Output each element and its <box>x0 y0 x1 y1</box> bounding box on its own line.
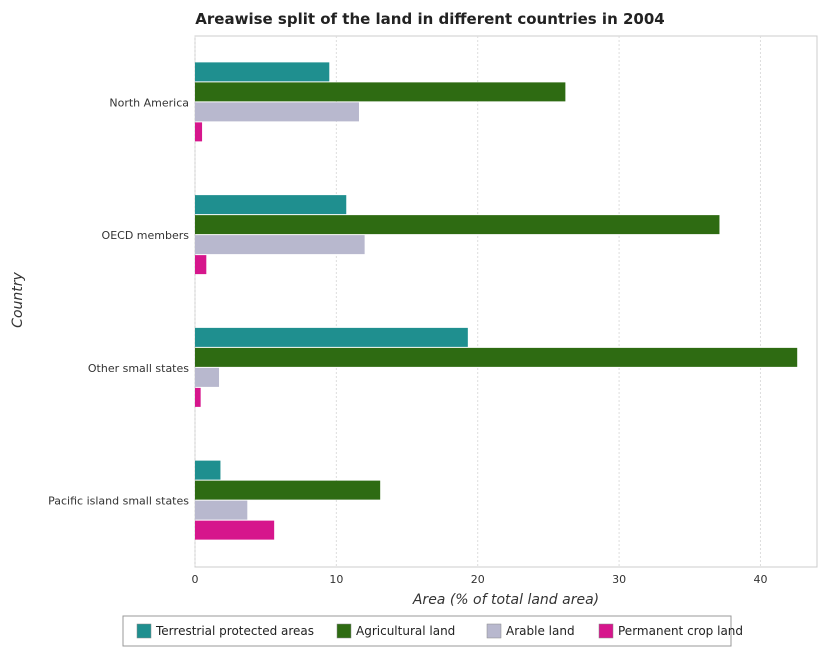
bar-4-1 <box>195 122 203 142</box>
bar-2-2 <box>195 215 720 235</box>
legend-swatch <box>136 623 152 639</box>
y-ticks: North America OECD members Other small sta… <box>48 96 189 507</box>
legend-swatch <box>486 623 502 639</box>
legend-label: Arable land <box>506 624 575 638</box>
legend: Terrestrial protected areas Agricultural … <box>122 615 743 647</box>
legend-swatch <box>598 623 614 639</box>
bar-4-4 <box>195 520 275 540</box>
legend-swatch <box>336 623 352 639</box>
bar-4-3 <box>195 387 201 407</box>
x-tick-label: 10 <box>329 573 343 586</box>
bar-1-4 <box>195 460 221 480</box>
x-tick-label: 0 <box>192 573 199 586</box>
bar-1-1 <box>195 62 330 82</box>
x-axis-label: Area (% of total land area) <box>412 592 599 608</box>
y-tick-label: North America <box>109 96 189 109</box>
y-tick-label: Other small states <box>88 362 189 375</box>
bar-2-3 <box>195 347 798 367</box>
legend-label: Permanent crop land <box>618 624 743 638</box>
x-tick-label: 40 <box>753 573 767 586</box>
chart-title: Areawise split of the land in different … <box>195 10 664 28</box>
y-tick-label: Pacific island small states <box>48 495 189 508</box>
bar-3-2 <box>195 235 365 255</box>
bar-4-2 <box>195 255 207 275</box>
x-tick-label: 20 <box>471 573 485 586</box>
bar-2-4 <box>195 480 381 500</box>
bar-2-1 <box>195 82 566 102</box>
legend-label: Agricultural land <box>356 624 455 638</box>
bars <box>195 62 798 540</box>
y-axis-label: Country <box>10 271 26 327</box>
bar-1-3 <box>195 327 468 347</box>
legend-box <box>122 615 732 647</box>
bar-3-4 <box>195 500 248 520</box>
bar-3-1 <box>195 102 359 122</box>
y-tick-label: OECD members <box>102 229 190 242</box>
legend-label: Terrestrial protected areas <box>155 624 314 638</box>
x-ticks: 0 10 20 30 40 <box>192 573 768 586</box>
bar-3-3 <box>195 367 220 387</box>
bar-1-2 <box>195 195 347 215</box>
x-tick-label: 30 <box>612 573 626 586</box>
